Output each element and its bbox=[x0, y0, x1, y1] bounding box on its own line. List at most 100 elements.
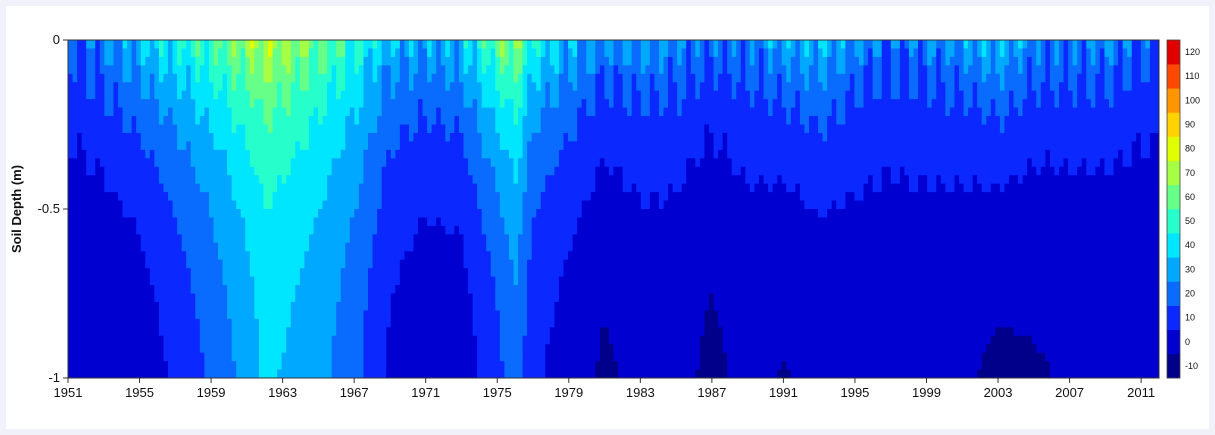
heatmap-cell bbox=[454, 48, 460, 58]
heatmap-cell bbox=[381, 175, 387, 185]
heatmap-cell bbox=[113, 141, 119, 151]
heatmap-cell bbox=[331, 40, 337, 50]
heatmap-cell bbox=[536, 352, 542, 362]
heatmap-cell bbox=[113, 209, 119, 219]
heatmap-cell bbox=[86, 369, 92, 378]
heatmap-cell bbox=[354, 166, 360, 176]
heatmap-cell bbox=[499, 149, 505, 159]
heatmap-cell bbox=[568, 361, 574, 371]
heatmap-cell bbox=[477, 175, 483, 185]
heatmap-cell bbox=[122, 285, 128, 295]
heatmap-cell bbox=[386, 141, 392, 151]
heatmap-cell bbox=[568, 217, 574, 227]
heatmap-cell bbox=[545, 335, 551, 345]
heatmap-cell bbox=[449, 234, 455, 244]
heatmap-cell bbox=[195, 149, 201, 159]
heatmap-cell bbox=[404, 82, 410, 92]
heatmap-cell bbox=[508, 124, 515, 134]
heatmap-cell bbox=[227, 361, 233, 371]
heatmap-cell bbox=[622, 82, 628, 92]
heatmap-cell bbox=[308, 234, 315, 244]
heatmap-cell bbox=[195, 124, 201, 134]
heatmap-cell bbox=[308, 141, 315, 151]
heatmap-cell bbox=[499, 141, 505, 151]
heatmap-cell bbox=[190, 259, 196, 269]
heatmap-cell bbox=[404, 99, 410, 109]
heatmap-cell bbox=[558, 107, 565, 117]
heatmap-cell bbox=[177, 352, 183, 362]
heatmap-cell bbox=[595, 327, 601, 337]
heatmap-cell bbox=[490, 192, 496, 202]
heatmap-cell bbox=[422, 149, 428, 159]
heatmap-cell bbox=[440, 82, 446, 92]
heatmap-cell bbox=[354, 124, 360, 134]
heatmap-cell bbox=[190, 335, 196, 345]
heatmap-cell bbox=[454, 149, 460, 159]
heatmap-cell bbox=[604, 259, 610, 269]
heatmap-cell bbox=[468, 335, 474, 345]
heatmap-cell bbox=[154, 82, 160, 92]
heatmap-cell bbox=[118, 225, 124, 235]
heatmap-cell bbox=[599, 82, 606, 92]
heatmap-cell bbox=[140, 149, 146, 159]
heatmap-cell bbox=[572, 175, 578, 185]
heatmap-cell bbox=[68, 217, 74, 227]
heatmap-cell bbox=[395, 301, 401, 311]
heatmap-cell bbox=[136, 65, 142, 75]
heatmap-cell bbox=[249, 310, 255, 320]
heatmap-cell bbox=[181, 107, 187, 117]
heatmap-cell bbox=[204, 361, 210, 371]
heatmap-cell bbox=[445, 310, 451, 320]
heatmap-cell bbox=[504, 217, 510, 227]
heatmap-cell bbox=[277, 56, 283, 66]
heatmap-cell bbox=[322, 90, 328, 100]
heatmap-cell bbox=[349, 234, 355, 244]
heatmap-cell bbox=[181, 158, 187, 168]
heatmap-cell bbox=[136, 124, 142, 134]
heatmap-cell bbox=[422, 293, 428, 303]
heatmap-cell bbox=[122, 234, 128, 244]
heatmap-cell bbox=[68, 65, 74, 75]
heatmap-cell bbox=[577, 285, 583, 295]
heatmap-cell bbox=[454, 251, 460, 261]
heatmap-cell bbox=[199, 166, 205, 176]
heatmap-cell bbox=[108, 310, 115, 320]
heatmap-cell bbox=[549, 276, 556, 286]
heatmap-cell bbox=[154, 149, 160, 159]
heatmap-cell bbox=[499, 65, 505, 75]
heatmap-cell bbox=[445, 268, 451, 278]
heatmap-cell bbox=[81, 90, 87, 100]
heatmap-cell bbox=[586, 301, 592, 311]
heatmap-cell bbox=[158, 217, 165, 227]
heatmap-cell bbox=[322, 234, 328, 244]
heatmap-cell bbox=[427, 310, 433, 320]
heatmap-cell bbox=[477, 285, 483, 295]
heatmap-cell bbox=[418, 327, 424, 337]
heatmap-cell bbox=[245, 166, 251, 176]
heatmap-cell bbox=[372, 268, 378, 278]
heatmap-cell bbox=[127, 166, 133, 176]
heatmap-cell bbox=[508, 242, 515, 252]
heatmap-cell bbox=[136, 116, 142, 126]
heatmap-cell bbox=[299, 183, 305, 193]
heatmap-cell bbox=[513, 335, 519, 345]
heatmap-cell bbox=[440, 335, 446, 345]
heatmap-cell bbox=[508, 107, 515, 117]
heatmap-cell bbox=[477, 259, 483, 269]
heatmap-cell bbox=[195, 48, 201, 58]
heatmap-cell bbox=[81, 259, 87, 269]
heatmap-cell bbox=[595, 234, 601, 244]
heatmap-cell bbox=[299, 352, 305, 362]
heatmap-cell bbox=[204, 335, 210, 345]
heatmap-cell bbox=[486, 124, 492, 134]
heatmap-cell bbox=[108, 116, 115, 126]
heatmap-cell bbox=[604, 327, 610, 337]
heatmap-cell bbox=[322, 116, 328, 126]
heatmap-cell bbox=[513, 124, 519, 134]
heatmap-cell bbox=[263, 175, 269, 185]
heatmap-cell bbox=[613, 149, 619, 159]
heatmap-cell bbox=[131, 285, 137, 295]
heatmap-cell bbox=[331, 293, 337, 303]
heatmap-cell bbox=[295, 268, 301, 278]
heatmap-cell bbox=[140, 217, 146, 227]
